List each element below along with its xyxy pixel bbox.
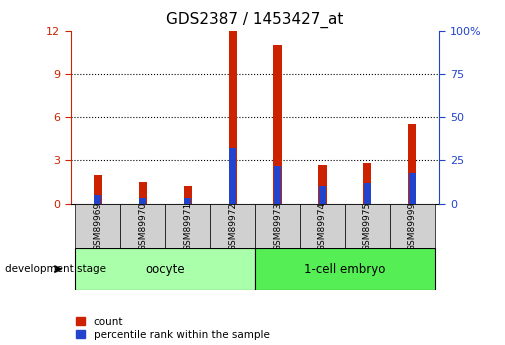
Text: GSM89970: GSM89970 <box>138 201 147 250</box>
Bar <box>274 46 282 204</box>
Bar <box>75 204 120 248</box>
Text: development stage: development stage <box>5 264 106 274</box>
Bar <box>274 166 281 204</box>
Text: GSM89969: GSM89969 <box>93 201 102 250</box>
Text: GSM89974: GSM89974 <box>318 201 327 250</box>
Bar <box>364 183 371 204</box>
Bar <box>409 172 416 204</box>
Bar <box>300 204 345 248</box>
Bar <box>345 204 390 248</box>
Bar <box>390 204 435 248</box>
Bar <box>165 204 210 248</box>
Text: 1-cell embryo: 1-cell embryo <box>304 263 386 276</box>
Text: oocyte: oocyte <box>145 263 185 276</box>
Bar <box>138 182 146 204</box>
Text: GSM89971: GSM89971 <box>183 201 192 250</box>
Bar <box>94 195 102 204</box>
Text: GSM89999: GSM89999 <box>408 201 417 250</box>
Bar <box>139 198 146 204</box>
Bar <box>210 204 255 248</box>
Bar <box>228 31 237 204</box>
Bar <box>364 163 372 204</box>
Legend: count, percentile rank within the sample: count, percentile rank within the sample <box>76 317 270 340</box>
Bar <box>255 248 435 290</box>
Bar <box>183 186 191 204</box>
Bar <box>93 175 102 204</box>
Bar <box>75 248 255 290</box>
Bar <box>255 204 300 248</box>
Bar <box>319 165 327 204</box>
Bar <box>409 125 417 204</box>
Text: GSM89973: GSM89973 <box>273 201 282 250</box>
Bar <box>120 204 165 248</box>
Text: GSM89975: GSM89975 <box>363 201 372 250</box>
Title: GDS2387 / 1453427_at: GDS2387 / 1453427_at <box>166 12 344 28</box>
Text: GSM89972: GSM89972 <box>228 201 237 250</box>
Bar <box>184 198 191 204</box>
Bar <box>319 186 326 204</box>
Bar <box>229 148 236 204</box>
